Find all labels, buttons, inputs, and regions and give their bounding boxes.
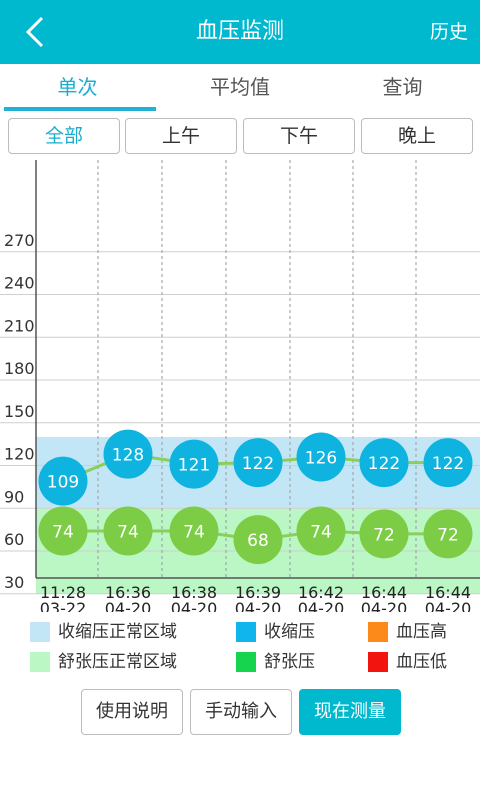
blood-pressure-chart: 27024021018015012090603011:2803-2216:360… — [0, 160, 480, 612]
legend-swatch — [236, 652, 256, 672]
legend-label: 舒张压正常区域 — [58, 652, 177, 672]
legend-label: 收缩压 — [264, 622, 315, 642]
diastolic-value-label: 74 — [117, 523, 139, 543]
x-tick-date: 04-20 — [235, 599, 282, 612]
page-title: 血压监测 — [195, 19, 284, 44]
chart-legend: 收缩压正常区域 收缩压 血压高 舒张压正常区域 舒张压 血压低 — [0, 612, 480, 682]
systolic-point — [38, 456, 88, 506]
diastolic-value-label: 72 — [373, 525, 395, 545]
tab-average[interactable]: 平均值 — [210, 75, 270, 99]
diastolic-point — [233, 515, 283, 565]
x-tick-date: 04-20 — [171, 599, 218, 612]
filter-evening-button[interactable]: 晚上 — [361, 118, 473, 154]
filter-morning-button[interactable]: 上午 — [125, 118, 237, 154]
legend-label: 血压低 — [396, 652, 447, 672]
x-tick-time: 16:36 — [105, 583, 151, 602]
manual-input-button[interactable]: 手动输入 — [190, 689, 292, 735]
y-tick-label: 120 — [4, 445, 35, 464]
systolic-value-label: 122 — [432, 454, 464, 474]
time-filter-group: 全部 上午 下午 晚上 — [0, 118, 480, 156]
tab-query[interactable]: 查询 — [382, 75, 423, 99]
y-tick-label: 270 — [4, 231, 35, 250]
diastolic-point — [359, 509, 409, 559]
systolic-point — [296, 432, 346, 482]
legend-swatch — [30, 622, 50, 642]
tab-bar: 单次 平均值 查询 — [0, 64, 480, 112]
y-tick-label: 60 — [4, 530, 24, 549]
systolic-value-label: 128 — [112, 446, 144, 466]
tab-single[interactable]: 单次 — [57, 75, 98, 99]
instructions-button[interactable]: 使用说明 — [81, 689, 183, 735]
systolic-value-label: 122 — [368, 454, 400, 474]
diastolic-value-label: 74 — [310, 523, 332, 543]
systolic-point — [423, 438, 473, 488]
diastolic-point — [423, 509, 473, 559]
legend-swatch — [236, 622, 256, 642]
legend-swatch — [368, 652, 388, 672]
systolic-point — [359, 438, 409, 488]
systolic-point — [233, 438, 283, 488]
legend-swatch — [30, 652, 50, 672]
systolic-point — [103, 429, 153, 479]
x-tick-date: 04-20 — [425, 599, 472, 612]
diastolic-value-label: 68 — [247, 531, 269, 551]
top-bar: 血压监测 历史 — [0, 0, 480, 64]
x-tick-time: 16:42 — [298, 583, 344, 602]
y-tick-label: 90 — [4, 487, 24, 506]
filter-all-button[interactable]: 全部 — [8, 118, 120, 154]
active-tab-indicator — [4, 107, 156, 111]
y-tick-label: 150 — [4, 402, 35, 421]
x-tick-date: 04-20 — [105, 599, 152, 612]
systolic-value-label: 122 — [242, 454, 274, 474]
legend-label: 舒张压 — [264, 652, 315, 672]
legend-label: 收缩压正常区域 — [58, 622, 177, 642]
y-tick-label: 240 — [4, 274, 35, 293]
diastolic-value-label: 74 — [183, 523, 205, 543]
x-tick-time: 11:28 — [40, 583, 86, 602]
diastolic-value-label: 74 — [52, 523, 74, 543]
x-tick-time: 16:44 — [425, 583, 471, 602]
diastolic-value-label: 72 — [437, 525, 459, 545]
systolic-point — [169, 439, 219, 489]
systolic-value-label: 126 — [305, 448, 337, 468]
x-tick-date: 04-20 — [361, 599, 408, 612]
legend-label: 血压高 — [396, 622, 447, 642]
systolic-value-label: 121 — [178, 456, 210, 476]
x-tick-time: 16:39 — [235, 583, 281, 602]
diastolic-point — [38, 506, 88, 556]
x-tick-time: 16:38 — [171, 583, 217, 602]
x-tick-date: 03-22 — [40, 599, 87, 612]
y-tick-label: 30 — [4, 573, 24, 592]
systolic-value-label: 109 — [47, 473, 79, 493]
y-tick-label: 180 — [4, 359, 35, 378]
diastolic-point — [296, 506, 346, 556]
back-arrow-icon[interactable] — [18, 14, 54, 50]
history-button[interactable]: 历史 — [429, 21, 468, 43]
x-tick-date: 04-20 — [298, 599, 345, 612]
legend-swatch — [368, 622, 388, 642]
x-tick-time: 16:44 — [361, 583, 407, 602]
measure-now-button[interactable]: 现在测量 — [299, 689, 401, 735]
diastolic-point — [103, 506, 153, 556]
diastolic-point — [169, 506, 219, 556]
filter-afternoon-button[interactable]: 下午 — [243, 118, 355, 154]
y-tick-label: 210 — [4, 316, 35, 335]
